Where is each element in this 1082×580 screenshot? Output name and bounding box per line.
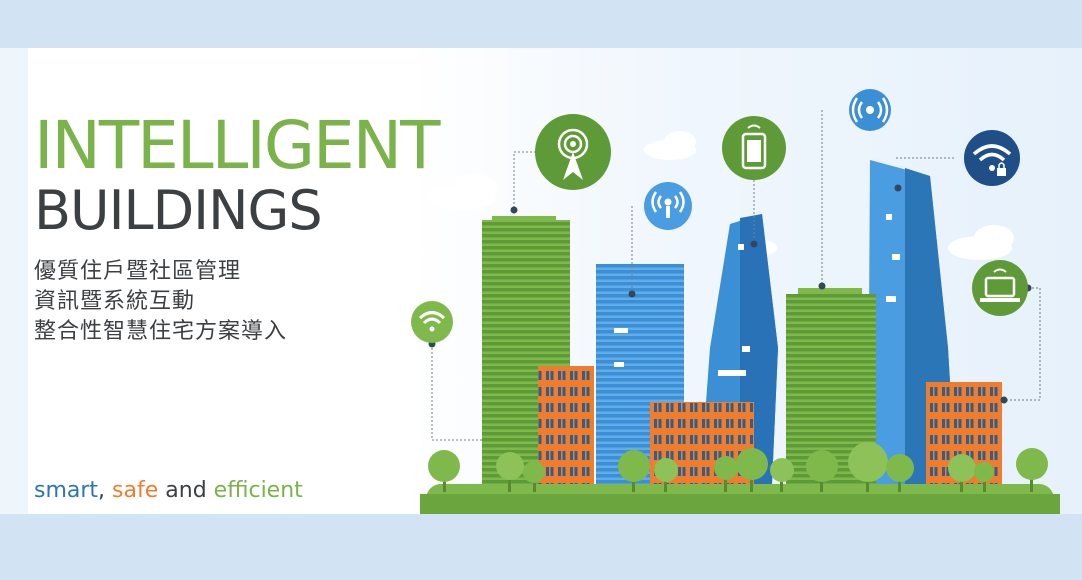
headline-buildings: BUILDINGS (34, 179, 323, 242)
left-strip (0, 48, 28, 514)
tagline-and: and (158, 478, 214, 503)
wifi-icon (411, 301, 453, 343)
top-band (0, 0, 1082, 48)
trees (428, 442, 1048, 492)
bottom-band (0, 514, 1082, 580)
subtitle-line-2: 資訊暨系統互動 (34, 289, 196, 314)
signal-broadcast-icon (644, 182, 692, 230)
secure-wifi-icon (964, 130, 1020, 186)
city-illustration (411, 89, 1060, 514)
tagline-safe: safe (112, 478, 159, 503)
subtitle-line-1: 優質住戶暨社區管理 (34, 259, 242, 284)
tagline: smart, safe and efficient (34, 476, 303, 506)
subtitle-line-3: 整合性智慧住宅方案導入 (34, 319, 288, 344)
wireless-radio-icon (849, 89, 891, 131)
tagline-comma: , (98, 478, 113, 503)
tagline-smart: smart (34, 478, 99, 503)
tagline-efficient: efficient (213, 478, 303, 503)
ground (420, 484, 1060, 514)
antenna-tower-icon (535, 114, 611, 190)
laptop-icon (972, 260, 1028, 316)
headline-intelligent: INTELLIGENT (34, 107, 440, 184)
smartphone-icon (722, 116, 786, 180)
